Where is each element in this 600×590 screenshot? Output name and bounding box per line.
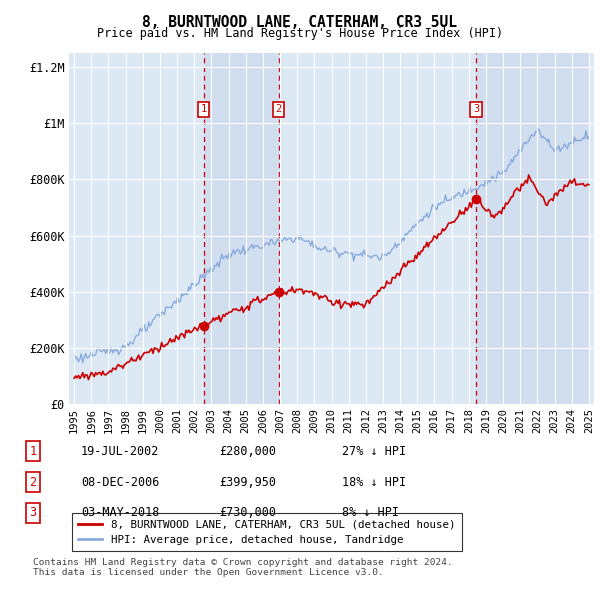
Bar <box>476 53 589 404</box>
Text: 03-MAY-2018: 03-MAY-2018 <box>81 506 160 519</box>
Legend: 8, BURNTWOOD LANE, CATERHAM, CR3 5UL (detached house), HPI: Average price, detac: 8, BURNTWOOD LANE, CATERHAM, CR3 5UL (de… <box>72 513 462 552</box>
Text: 2: 2 <box>275 104 282 114</box>
Text: Price paid vs. HM Land Registry's House Price Index (HPI): Price paid vs. HM Land Registry's House … <box>97 27 503 40</box>
Bar <box>203 53 278 404</box>
Text: 1: 1 <box>29 445 37 458</box>
Text: £730,000: £730,000 <box>219 506 276 519</box>
Text: 8% ↓ HPI: 8% ↓ HPI <box>342 506 399 519</box>
Text: 19-JUL-2002: 19-JUL-2002 <box>81 445 160 458</box>
Text: 1: 1 <box>200 104 207 114</box>
Text: 27% ↓ HPI: 27% ↓ HPI <box>342 445 406 458</box>
Text: 3: 3 <box>473 104 479 114</box>
Text: 08-DEC-2006: 08-DEC-2006 <box>81 476 160 489</box>
Text: Contains HM Land Registry data © Crown copyright and database right 2024.
This d: Contains HM Land Registry data © Crown c… <box>33 558 453 577</box>
Text: 18% ↓ HPI: 18% ↓ HPI <box>342 476 406 489</box>
Text: £280,000: £280,000 <box>219 445 276 458</box>
Text: 3: 3 <box>29 506 37 519</box>
Text: 2: 2 <box>29 476 37 489</box>
Text: 8, BURNTWOOD LANE, CATERHAM, CR3 5UL: 8, BURNTWOOD LANE, CATERHAM, CR3 5UL <box>143 15 458 30</box>
Text: £399,950: £399,950 <box>219 476 276 489</box>
